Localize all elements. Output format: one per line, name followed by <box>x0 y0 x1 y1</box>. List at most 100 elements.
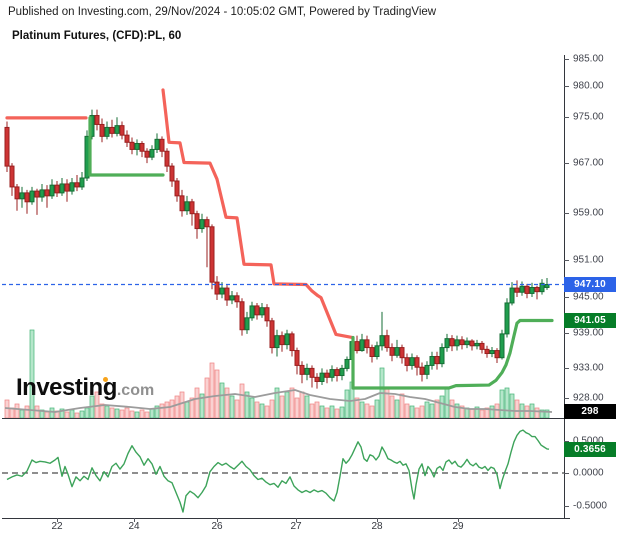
candle-body <box>499 333 505 359</box>
volume-bar <box>24 405 30 419</box>
candle-body <box>164 150 170 167</box>
candle-body <box>529 286 535 294</box>
volume-bar <box>409 405 415 419</box>
volume-bar <box>114 408 120 419</box>
candle-body <box>494 350 500 359</box>
volume-bar <box>509 393 515 419</box>
price-tick-label: 967.00 <box>573 157 604 169</box>
price-tick-label: 0.0000 <box>573 467 604 479</box>
volume-bar <box>159 403 165 419</box>
candle-body <box>134 142 140 150</box>
candle-body <box>9 165 15 188</box>
candle-body <box>364 339 370 349</box>
time-tick-label: 29 <box>452 521 464 532</box>
candle-body <box>404 357 410 366</box>
candle-body <box>239 301 245 331</box>
volume-bar <box>259 403 265 419</box>
volume-bar <box>454 403 460 419</box>
volume-bar <box>329 405 335 419</box>
candle-body <box>534 286 540 293</box>
candle-body <box>54 184 60 194</box>
volume-bar <box>149 408 155 419</box>
volume-bar <box>399 393 405 419</box>
candle-body <box>99 123 105 137</box>
volume-bar <box>514 399 520 419</box>
candle-body <box>439 347 445 365</box>
volume-bar <box>34 405 40 419</box>
candle-body <box>304 367 310 375</box>
volume-bar <box>84 407 90 419</box>
volume-bar <box>439 395 445 419</box>
candle-body <box>234 295 240 303</box>
volume-bar <box>324 407 330 419</box>
candle-body <box>144 150 150 158</box>
volume-bar <box>499 389 505 419</box>
candle-body <box>154 138 160 150</box>
volume-bar <box>299 391 305 419</box>
oscillator-value-badge: 0.3656 <box>564 442 616 457</box>
oscillator-line <box>6 429 550 513</box>
volume-bar <box>69 409 75 419</box>
volume-bar <box>19 409 25 419</box>
volume-bar <box>479 409 485 419</box>
instrument-title: Platinum Futures, (CFD):PL, 60 <box>12 30 182 42</box>
candle-body <box>14 186 20 200</box>
candle-body <box>219 287 225 295</box>
candle-body <box>159 138 165 152</box>
candle-body <box>354 341 360 352</box>
last-price-badge: 947.10 <box>564 277 616 292</box>
volume-bar <box>294 397 300 419</box>
candle-body <box>379 335 385 347</box>
volume-bar <box>184 401 190 419</box>
candle-body <box>484 348 490 355</box>
price-tick-label: 980.00 <box>573 80 604 92</box>
candle-body <box>474 342 480 347</box>
volume-bar <box>214 369 220 419</box>
volume-bar <box>229 395 235 419</box>
volume-bar <box>304 395 310 419</box>
candle-body <box>454 339 460 347</box>
candle-body <box>279 335 285 346</box>
candle-body <box>249 305 255 319</box>
candle-body <box>274 335 280 349</box>
volume-bar <box>314 401 320 419</box>
candle-body <box>479 342 485 350</box>
candle-body <box>384 335 390 349</box>
candle-body <box>424 364 430 375</box>
volume-bar <box>469 408 475 419</box>
volume-bar <box>279 395 285 419</box>
candle-body <box>74 182 80 188</box>
volume-bar <box>144 411 150 419</box>
candle-body <box>374 345 380 358</box>
candle-body <box>229 295 235 301</box>
supertrend-red-line <box>161 88 354 340</box>
volume-bar <box>289 387 295 419</box>
candle-body <box>514 287 520 293</box>
candle-body <box>209 226 215 283</box>
candle-body <box>444 338 450 349</box>
volume-bar <box>169 399 175 419</box>
volume-bar <box>389 395 395 419</box>
candle-body <box>204 219 210 228</box>
candle-body <box>94 115 100 125</box>
candle-body <box>509 287 515 304</box>
volume-bar <box>339 406 345 419</box>
candle-body <box>214 281 220 295</box>
candle-body <box>299 364 305 375</box>
investing-logo-orange-dot <box>103 377 108 382</box>
candle-body <box>449 338 455 347</box>
volume-bar <box>334 408 340 419</box>
price-tick-label: 951.00 <box>573 254 604 266</box>
volume-bar <box>224 387 230 419</box>
volume-bar <box>174 395 180 419</box>
candle-body <box>64 183 70 192</box>
volume-bar <box>219 382 225 419</box>
candle-body <box>264 307 270 322</box>
candle-body <box>169 165 175 182</box>
candle-body <box>269 320 275 349</box>
volume-bar <box>369 405 375 419</box>
volume-bar <box>209 362 215 419</box>
candle-body <box>319 372 325 382</box>
candle-body <box>174 180 180 197</box>
